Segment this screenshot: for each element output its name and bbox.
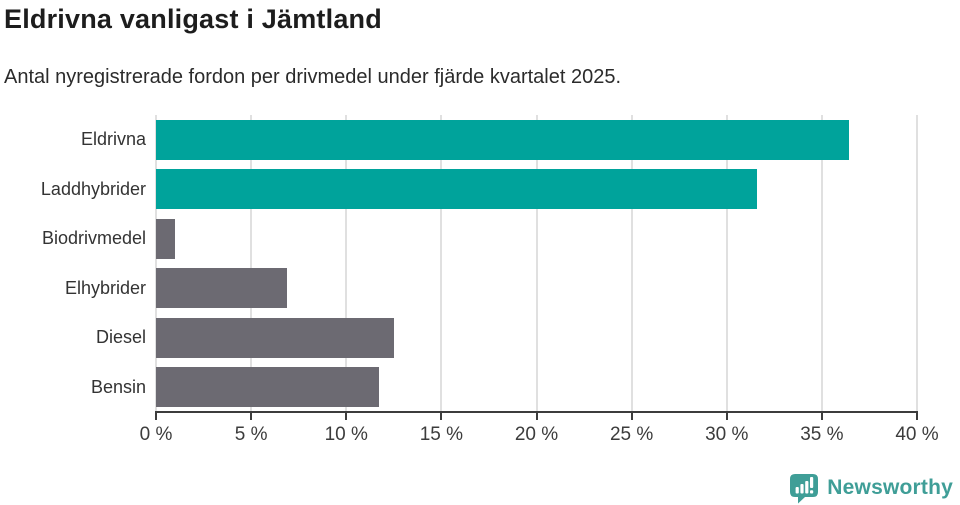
x-tick-label-10: 10 % bbox=[324, 424, 368, 445]
x-tick-35 bbox=[820, 413, 823, 420]
x-tick-label-25: 25 % bbox=[609, 424, 654, 445]
bar-diesel bbox=[156, 317, 394, 358]
newsworthy-logo-icon bbox=[788, 472, 820, 505]
x-axis-line bbox=[155, 411, 918, 413]
x-tick-20 bbox=[535, 413, 538, 420]
brand-name: Newsworthy bbox=[827, 476, 953, 499]
x-tick-30 bbox=[725, 413, 728, 420]
gridline-10 bbox=[345, 115, 348, 412]
category-label-laddhybrider: Laddhybrider bbox=[40, 178, 146, 199]
category-label-elhybrider: Elhybrider bbox=[64, 277, 146, 298]
x-tick-label-40: 40 % bbox=[895, 424, 939, 445]
gridline-20 bbox=[535, 115, 538, 412]
x-tick-label-35: 35 % bbox=[800, 424, 844, 445]
category-label-eldrivna: Eldrivna bbox=[80, 129, 146, 149]
category-label-diesel: Diesel bbox=[95, 327, 146, 347]
x-tick-label-0: 0 % bbox=[139, 424, 173, 445]
category-label-biodrivmedel: Biodrivmedel bbox=[41, 228, 146, 248]
bar-elhybrider bbox=[156, 268, 288, 309]
x-tick-label-5: 5 % bbox=[234, 424, 268, 445]
gridline-30 bbox=[725, 115, 728, 412]
x-tick-label-15: 15 % bbox=[419, 424, 464, 445]
plot-area bbox=[155, 115, 918, 412]
x-tick-25 bbox=[630, 413, 633, 420]
x-tick-label-20: 20 % bbox=[514, 424, 559, 445]
bar-biodrivmedel bbox=[156, 218, 176, 259]
gridline-0 bbox=[155, 115, 157, 412]
bar-laddhybrider bbox=[156, 169, 758, 210]
x-tick-0 bbox=[155, 413, 157, 420]
gridline-40 bbox=[916, 115, 918, 412]
gridline-25 bbox=[630, 115, 633, 412]
category-label-bensin: Bensin bbox=[90, 376, 146, 397]
x-tick-5 bbox=[250, 413, 253, 420]
gridline-15 bbox=[440, 115, 443, 412]
x-tick-10 bbox=[345, 413, 348, 420]
chart-subtitle: Antal nyregistrerade fordon per drivmede… bbox=[4, 66, 622, 88]
x-tick-15 bbox=[440, 413, 443, 420]
chart-title: Eldrivna vanligast i Jämtland bbox=[4, 4, 382, 34]
x-tick-label-30: 30 % bbox=[705, 424, 749, 445]
bar-eldrivna bbox=[156, 119, 849, 160]
brand-link[interactable]: Newsworthy bbox=[788, 471, 953, 505]
x-tick-40 bbox=[916, 413, 918, 420]
gridline-5 bbox=[250, 115, 253, 412]
gridline-35 bbox=[820, 115, 823, 412]
bar-bensin bbox=[156, 367, 379, 408]
